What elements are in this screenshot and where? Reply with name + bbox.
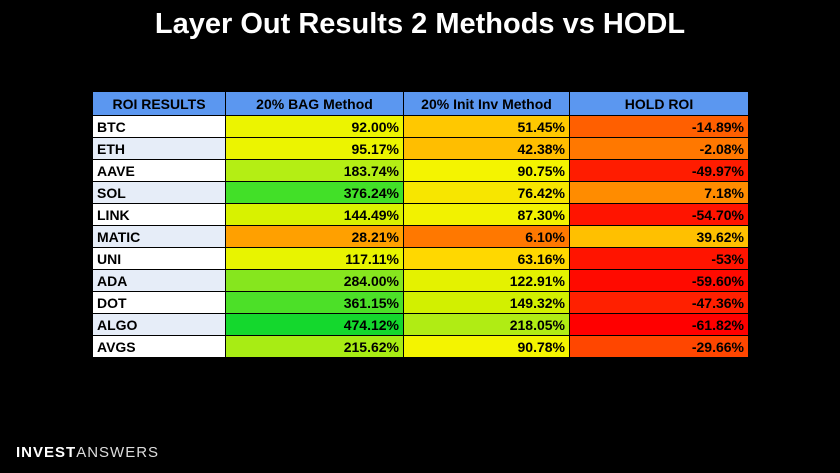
asset-cell: AVGS: [92, 335, 226, 358]
asset-cell: MATIC: [92, 225, 226, 248]
table-row: LINK 144.49% 87.30% -54.70%: [92, 203, 749, 226]
init-inv-method-cell: 63.16%: [403, 247, 570, 270]
hold-roi-cell: -54.70%: [569, 203, 749, 226]
bag-method-cell: 474.12%: [225, 313, 404, 336]
hold-roi-cell: -61.82%: [569, 313, 749, 336]
asset-cell: ALGO: [92, 313, 226, 336]
bag-method-cell: 284.00%: [225, 269, 404, 292]
brand-logo: INVESTANSWERS: [16, 444, 159, 461]
bag-method-cell: 376.24%: [225, 181, 404, 204]
asset-cell: DOT: [92, 291, 226, 314]
column-header-hold-roi: HOLD ROI: [569, 91, 749, 116]
table-row: AAVE 183.74% 90.75% -49.97%: [92, 159, 749, 182]
asset-cell: ETH: [92, 137, 226, 160]
hold-roi-cell: 7.18%: [569, 181, 749, 204]
init-inv-method-cell: 122.91%: [403, 269, 570, 292]
bag-method-cell: 92.00%: [225, 115, 404, 138]
asset-cell: SOL: [92, 181, 226, 204]
bag-method-cell: 95.17%: [225, 137, 404, 160]
table-row: MATIC 28.21% 6.10% 39.62%: [92, 225, 749, 248]
init-inv-method-cell: 90.75%: [403, 159, 570, 182]
init-inv-method-cell: 6.10%: [403, 225, 570, 248]
hold-roi-cell: -53%: [569, 247, 749, 270]
hold-roi-cell: -49.97%: [569, 159, 749, 182]
init-inv-method-cell: 87.30%: [403, 203, 570, 226]
column-header-bag-method: 20% BAG Method: [225, 91, 404, 116]
bag-method-cell: 361.15%: [225, 291, 404, 314]
column-header-roi-results: ROI RESULTS: [92, 91, 226, 116]
hold-roi-cell: -2.08%: [569, 137, 749, 160]
asset-cell: LINK: [92, 203, 226, 226]
table-row: UNI 117.11% 63.16% -53%: [92, 247, 749, 270]
init-inv-method-cell: 76.42%: [403, 181, 570, 204]
init-inv-method-cell: 42.38%: [403, 137, 570, 160]
hold-roi-cell: -29.66%: [569, 335, 749, 358]
column-header-init-inv-method: 20% Init Inv Method: [403, 91, 570, 116]
init-inv-method-cell: 51.45%: [403, 115, 570, 138]
asset-cell: ADA: [92, 269, 226, 292]
table-header-row: ROI RESULTS 20% BAG Method 20% Init Inv …: [92, 91, 749, 116]
hold-roi-cell: -47.36%: [569, 291, 749, 314]
table-row: SOL 376.24% 76.42% 7.18%: [92, 181, 749, 204]
bag-method-cell: 144.49%: [225, 203, 404, 226]
table-row: ALGO 474.12% 218.05% -61.82%: [92, 313, 749, 336]
bag-method-cell: 183.74%: [225, 159, 404, 182]
asset-cell: UNI: [92, 247, 226, 270]
bag-method-cell: 28.21%: [225, 225, 404, 248]
bag-method-cell: 117.11%: [225, 247, 404, 270]
init-inv-method-cell: 149.32%: [403, 291, 570, 314]
init-inv-method-cell: 90.78%: [403, 335, 570, 358]
hold-roi-cell: -14.89%: [569, 115, 749, 138]
table-row: ETH 95.17% 42.38% -2.08%: [92, 137, 749, 160]
brand-logo-bold: INVEST: [16, 444, 77, 461]
bag-method-cell: 215.62%: [225, 335, 404, 358]
page-title: Layer Out Results 2 Methods vs HODL: [154, 8, 686, 40]
asset-cell: AAVE: [92, 159, 226, 182]
brand-logo-light: ANSWERS: [76, 444, 160, 461]
hold-roi-cell: -59.60%: [569, 269, 749, 292]
hold-roi-cell: 39.62%: [569, 225, 749, 248]
table-row: BTC 92.00% 51.45% -14.89%: [92, 115, 749, 138]
init-inv-method-cell: 218.05%: [403, 313, 570, 336]
table-row: DOT 361.15% 149.32% -47.36%: [92, 291, 749, 314]
asset-cell: BTC: [92, 115, 226, 138]
table-row: ADA 284.00% 122.91% -59.60%: [92, 269, 749, 292]
roi-table: ROI RESULTS 20% BAG Method 20% Init Inv …: [92, 91, 749, 358]
table-row: AVGS 215.62% 90.78% -29.66%: [92, 335, 749, 358]
